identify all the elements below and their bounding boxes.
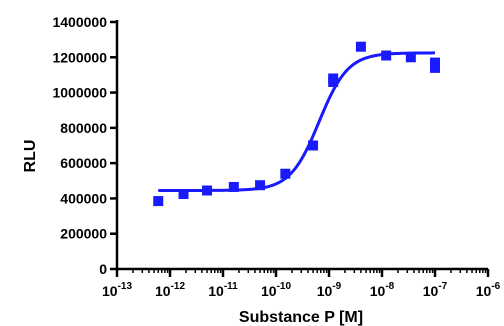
fit-curve-layer [158,51,436,192]
x-tick-exponent: -9 [332,281,341,292]
x-tick-label: 10-11 [208,281,238,299]
x-tick-label: 10-12 [155,281,185,299]
x-tick-base: 10 [261,283,277,299]
x-tick-exponent: -10 [277,281,292,292]
x-tick-label: 10-6 [476,281,501,299]
y-tick-label: 0 [99,261,107,277]
data-point [355,41,366,52]
data-point [255,180,266,191]
x-tick-exponent: -7 [438,281,447,292]
x-tick-base: 10 [208,283,224,299]
y-axis: 0 200000 400000 600000 800000 1000000 1200000 1… [52,14,119,277]
y-tick-label: 200000 [60,226,107,242]
data-point [178,189,189,200]
y-tick-label: 1000000 [52,85,107,101]
fit-curve [158,51,436,192]
y-tick-label: 1200000 [52,49,107,65]
x-tick-exponent: -12 [171,281,186,292]
data-point [430,62,440,73]
x-tick-exponent: -8 [385,281,394,292]
data-point [308,140,319,151]
x-axis: 10-13 10-12 10-11 10-10 10-9 10-8 10-7 10-6 [102,267,501,299]
x-axis-title: Substance P [M] [239,309,363,326]
x-tick-base: 10 [102,283,118,299]
x-tick-label: 10-10 [261,281,291,299]
data-point [202,185,213,196]
x-tick-label: 10-13 [102,281,132,299]
y-tick-label: 600000 [60,155,107,171]
data-point [328,73,339,84]
data-point [153,196,164,207]
x-tick-base: 10 [370,283,386,299]
x-tick-base: 10 [155,283,171,299]
x-tick-base: 10 [423,283,439,299]
y-tick-label: 1400000 [52,14,107,30]
x-tick-exponent: -6 [491,281,500,292]
data-point [228,181,239,192]
data-point [430,57,440,68]
x-tick-base: 10 [476,283,492,299]
y-tick-label: 800000 [60,120,107,136]
data-point [280,168,291,179]
data-points-layer [153,41,440,207]
x-tick-label: 10-8 [370,281,395,299]
x-tick-exponent: -11 [224,281,238,292]
data-point [381,50,392,61]
y-axis-title: RLU [22,140,39,173]
data-point [405,52,416,63]
x-tick-label: 10-7 [423,281,448,299]
x-tick-base: 10 [317,283,333,299]
y-tick-label: 400000 [60,190,107,206]
x-tick-label: 10-9 [317,281,342,299]
x-tick-exponent: -13 [118,281,133,292]
